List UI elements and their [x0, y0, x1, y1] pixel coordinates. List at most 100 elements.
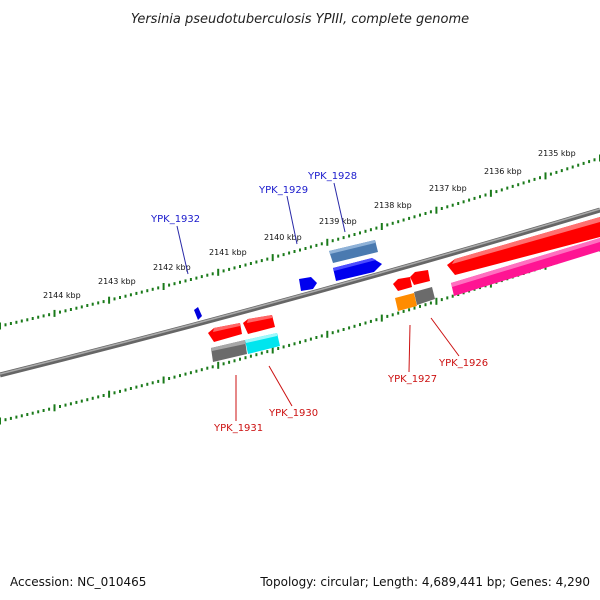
forward-track-minor-tick [375, 226, 378, 230]
forward-track-minor-tick [20, 319, 23, 323]
forward-track-minor-tick [151, 287, 154, 291]
forward-track-minor-tick [9, 322, 12, 325]
tick-label-2135: 2135 kbp [538, 149, 576, 158]
forward-track-minor-tick [364, 229, 367, 233]
gene-ypk-1926-shade [452, 217, 600, 264]
reverse-track-minor-tick [26, 413, 29, 416]
reverse-track-minor-tick [173, 375, 176, 379]
forward-track-minor-tick [260, 259, 263, 263]
forward-track-minor-tick [239, 265, 241, 268]
reverse-track-minor-tick [37, 410, 40, 414]
gene-ypk-1932[interactable] [194, 307, 202, 320]
forward-track-minor-tick [549, 172, 552, 176]
gene-label-ypk-1927[interactable]: YPK_1927 [387, 374, 437, 385]
reverse-track-major-tick [0, 417, 1, 425]
reverse-track-minor-tick [402, 309, 405, 313]
forward-track-minor-tick [457, 202, 460, 205]
reverse-track-minor-tick [429, 301, 432, 305]
genome-summary-text: Topology: circular; Length: 4,689,441 bp… [259, 575, 590, 589]
gene-label-ypk-1931[interactable]: YPK_1931 [213, 423, 263, 434]
reverse-track-minor-tick [9, 416, 12, 420]
tick-label-2141: 2141 kbp [209, 248, 247, 257]
gene-ypk-1928-steel[interactable] [329, 240, 378, 263]
gene-ypk-1928-steel-shade [329, 240, 375, 254]
forward-track-minor-tick [511, 184, 514, 188]
forward-track-minor-tick [495, 190, 498, 194]
forward-track-minor-tick [479, 195, 481, 199]
reverse-track-minor-tick [59, 405, 61, 408]
reverse-track-minor-tick [69, 402, 72, 406]
leader-ypk-1928 [333, 182, 346, 233]
reverse-track-minor-tick [64, 403, 67, 407]
reverse-track-minor-tick [446, 296, 449, 300]
forward-track-major-tick [271, 254, 274, 262]
tick-label-2140: 2140 kbp [264, 233, 302, 242]
forward-track-minor-tick [222, 269, 225, 273]
forward-track-major-tick [53, 309, 56, 317]
forward-track-minor-tick [113, 297, 116, 301]
forward-tick-track [0, 154, 600, 330]
forward-track-minor-tick [517, 183, 520, 187]
gene-label-ypk-1930[interactable]: YPK_1930 [268, 408, 318, 419]
forward-track-minor-tick [48, 313, 51, 317]
reverse-track-major-tick [162, 376, 165, 384]
tick-label-2144: 2144 kbp [43, 291, 81, 300]
reverse-track-minor-tick [211, 365, 214, 369]
forward-track-minor-tick [539, 176, 541, 180]
gene-ypk-1931-gray[interactable] [211, 340, 247, 362]
reverse-track-minor-tick [146, 382, 149, 386]
reverse-track-minor-tick [309, 337, 312, 341]
reverse-track-minor-tick [364, 321, 367, 325]
gene-ypk-1927-orange[interactable] [395, 293, 417, 311]
gene-label-ypk-1928[interactable]: YPK_1928 [307, 171, 357, 182]
gene-ypk-1926-pink-shade [451, 238, 600, 287]
forward-track-minor-tick [179, 280, 181, 284]
forward-track-minor-tick [277, 254, 280, 258]
gene-ypk-1930-shade [247, 315, 272, 323]
forward-track-minor-tick [369, 228, 372, 232]
gene-ypk-1927-gray[interactable] [414, 287, 435, 305]
reverse-track-minor-tick [375, 318, 378, 322]
reverse-track-major-tick [435, 297, 438, 305]
forward-track-minor-tick [397, 220, 400, 224]
gene-ypk-1927b[interactable] [410, 270, 430, 285]
reverse-track-minor-tick [451, 294, 454, 298]
forward-track-major-tick [380, 223, 383, 230]
forward-track-minor-tick [484, 193, 487, 197]
gene-label-ypk-1926[interactable]: YPK_1926 [438, 358, 488, 369]
forward-track-minor-tick [157, 286, 160, 290]
forward-track-minor-tick [571, 165, 574, 169]
gene-label-ypk-1932[interactable]: YPK_1932 [150, 214, 200, 225]
reverse-track-minor-tick [4, 418, 7, 422]
reverse-track-minor-tick [304, 339, 307, 343]
forward-track-minor-tick [195, 276, 198, 280]
forward-track-major-tick [435, 206, 438, 214]
leader-ypk-1926 [430, 317, 460, 357]
forward-track-minor-tick [413, 215, 416, 219]
forward-track-minor-tick [124, 294, 127, 298]
reverse-track-minor-tick [151, 381, 154, 385]
reverse-track-major-tick [53, 404, 56, 412]
reverse-track-minor-tick [140, 384, 143, 388]
forward-track-minor-tick [402, 218, 405, 222]
accession-text: Accession: NC_010465 [10, 575, 146, 589]
forward-track-minor-tick [473, 196, 476, 200]
gene-ypk-1927[interactable] [393, 277, 412, 291]
reverse-track-minor-tick [86, 398, 89, 402]
gene-label-ypk-1929[interactable]: YPK_1929 [258, 185, 308, 196]
forward-track-minor-tick [337, 237, 340, 241]
forward-track-minor-tick [429, 210, 432, 214]
forward-track-minor-tick [506, 186, 509, 190]
gene-ypk-1929[interactable] [299, 277, 317, 291]
forward-genes [194, 240, 382, 320]
forward-track-minor-tick [533, 177, 536, 181]
reverse-track-minor-tick [48, 407, 51, 411]
forward-track-minor-tick [97, 301, 100, 305]
reverse-track-major-tick [326, 330, 329, 338]
reverse-track-minor-tick [113, 391, 116, 395]
tick-label-2142: 2142 kbp [153, 263, 191, 272]
gene-ypk-1928[interactable] [333, 258, 382, 281]
leader-ypk-1927 [408, 324, 411, 373]
reverse-track-minor-tick [386, 314, 389, 318]
forward-track-minor-tick [64, 309, 67, 313]
